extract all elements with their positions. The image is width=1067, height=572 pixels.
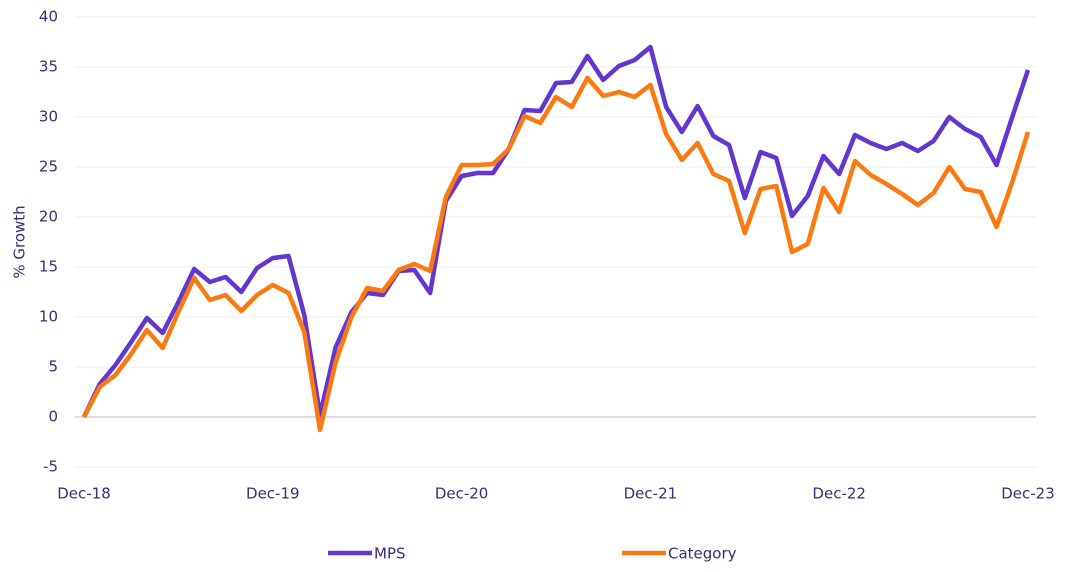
y-tick-label: 20 xyxy=(39,208,58,226)
x-tick-label: Dec-21 xyxy=(624,485,678,503)
y-tick-label: -5 xyxy=(43,458,58,476)
y-tick-label: 0 xyxy=(48,408,58,426)
y-tick-label: 35 xyxy=(39,58,58,76)
x-tick-label: Dec-22 xyxy=(812,485,866,503)
x-tick-label: Dec-19 xyxy=(246,485,300,503)
x-tick-label: Dec-18 xyxy=(57,485,111,503)
legend-label: MPS xyxy=(374,545,406,563)
y-tick-label: 5 xyxy=(48,358,58,376)
x-tick-label: Dec-20 xyxy=(435,485,489,503)
y-axis-label: % Growth xyxy=(11,205,29,278)
y-tick-label: 30 xyxy=(39,108,58,126)
y-tick-label: 25 xyxy=(39,158,58,176)
y-tick-label: 40 xyxy=(39,8,58,26)
series-line xyxy=(82,75,1031,433)
y-tick-label: 15 xyxy=(39,258,58,276)
y-tick-label: 10 xyxy=(39,308,58,326)
series-line xyxy=(81,44,1031,418)
legend-label: Category xyxy=(668,545,737,563)
x-tick-label: Dec-23 xyxy=(1001,485,1055,503)
